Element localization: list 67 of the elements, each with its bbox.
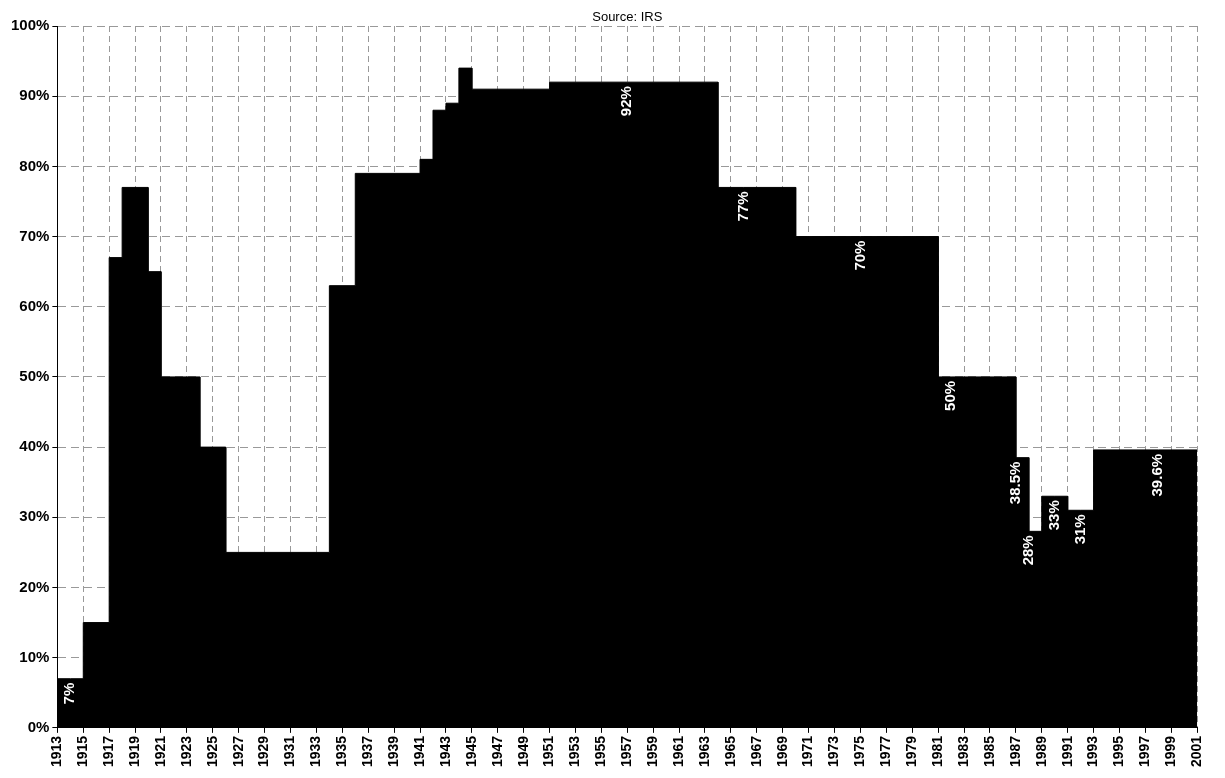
- x-tick-label: 1921: [151, 735, 168, 768]
- x-tick-label: 1969: [773, 735, 790, 768]
- x-tick-label: 1975: [851, 735, 868, 768]
- x-tick-label: 1927: [229, 735, 246, 768]
- y-tick-label: 60%: [19, 296, 50, 314]
- data-label: 7%: [60, 682, 78, 705]
- x-tick-label: 1983: [954, 735, 971, 768]
- y-tick-label: 70%: [19, 226, 50, 244]
- x-tick-label: 1995: [1110, 735, 1127, 768]
- x-tick-label: 1935: [333, 735, 350, 768]
- x-tick-label: 1989: [1032, 735, 1049, 768]
- x-tick-label: 1999: [1162, 735, 1179, 768]
- data-label: 70%: [850, 240, 868, 271]
- x-tick-label: 1971: [799, 735, 816, 768]
- x-tick-label: 1961: [669, 735, 686, 768]
- x-tick-label: 1977: [877, 735, 894, 768]
- x-tick-label: 1965: [721, 735, 738, 768]
- x-tick-label: 1917: [100, 735, 117, 768]
- y-tick-label: 50%: [19, 367, 50, 385]
- data-label: 28%: [1018, 535, 1036, 566]
- data-label: 31%: [1070, 514, 1088, 545]
- y-tick-label: 0%: [27, 718, 50, 735]
- y-tick-label: 30%: [19, 507, 50, 525]
- x-tick-label: 1993: [1084, 735, 1101, 768]
- x-tick-label: 1955: [592, 735, 609, 768]
- x-tick-label: 1987: [1006, 735, 1023, 768]
- x-tick-label: 1943: [436, 735, 453, 768]
- y-tick-label: 20%: [19, 577, 50, 595]
- data-label: 39.6%: [1148, 453, 1166, 497]
- x-tick-label: 1923: [177, 735, 194, 768]
- x-tick-label: 1979: [903, 735, 920, 768]
- x-tick-label: 1941: [410, 735, 427, 768]
- x-tick-label: 1925: [203, 735, 220, 768]
- x-tick-label: 1933: [307, 735, 324, 768]
- x-tick-label: 2001: [1188, 735, 1205, 768]
- y-tick-label: 40%: [19, 437, 50, 455]
- x-tick-label: 1937: [359, 735, 376, 768]
- x-tick-label: 1957: [618, 735, 635, 768]
- data-label: 38.5%: [1006, 461, 1023, 505]
- data-label: 77%: [734, 191, 751, 222]
- data-label: 33%: [1044, 500, 1062, 531]
- x-tick-label: 1947: [488, 735, 505, 768]
- x-tick-label: 1973: [825, 735, 842, 768]
- x-tick-label: 1981: [929, 735, 946, 768]
- y-tick-label: 90%: [19, 86, 50, 104]
- x-tick-label: 1913: [48, 735, 65, 768]
- x-tick-label: 1931: [281, 735, 298, 768]
- x-tick-label: 1951: [540, 735, 557, 768]
- x-tick-label: 1929: [255, 735, 272, 768]
- source-note: Source: IRS: [592, 9, 663, 25]
- data-label: 50%: [941, 380, 959, 411]
- data-label: 92%: [617, 86, 635, 117]
- x-tick-label: 1939: [384, 735, 401, 768]
- x-tick-label: 1991: [1058, 735, 1075, 768]
- x-tick-label: 1953: [566, 735, 583, 768]
- x-tick-label: 1919: [125, 735, 142, 768]
- x-tick-label: 1963: [695, 735, 712, 768]
- x-tick-label: 1945: [462, 735, 479, 768]
- x-tick-label: 1985: [980, 735, 997, 768]
- x-tick-label: 1949: [514, 735, 531, 768]
- y-tick-label: 100%: [10, 16, 50, 34]
- x-tick-label: 1915: [74, 735, 91, 768]
- x-tick-label: 1997: [1136, 735, 1153, 768]
- x-tick-label: 1967: [747, 735, 764, 768]
- y-tick-label: 10%: [19, 647, 50, 665]
- x-tick-label: 1959: [644, 735, 661, 768]
- y-tick-label: 80%: [19, 156, 50, 174]
